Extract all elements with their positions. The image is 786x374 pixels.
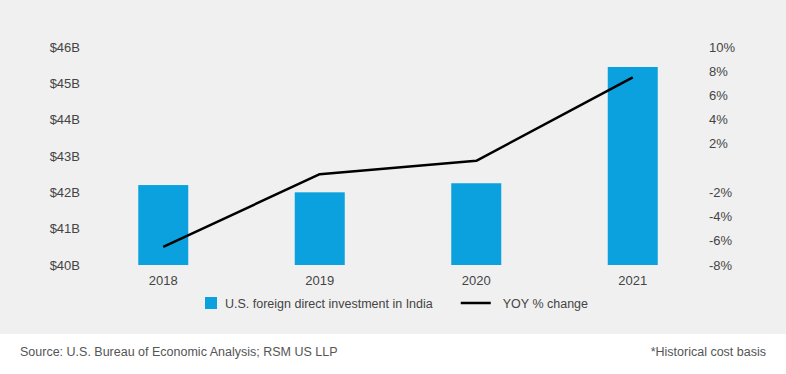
y-tick-label: $42B xyxy=(50,185,80,200)
x-tick-label: 2018 xyxy=(149,273,178,288)
y2-tick-label: -8% xyxy=(709,258,733,273)
line xyxy=(163,77,633,247)
y-tick-label: $40B xyxy=(50,258,80,273)
legend-label: U.S. foreign direct investment in India xyxy=(225,297,433,311)
x-tick-label: 2020 xyxy=(462,273,491,288)
plot-area xyxy=(138,67,658,265)
y2-tick-label: -6% xyxy=(709,233,733,248)
x-tick-label: 2019 xyxy=(305,273,334,288)
legend-swatch xyxy=(461,302,491,305)
y-tick-label: $45B xyxy=(50,76,80,91)
legend-label: YOY % change xyxy=(503,297,588,311)
legend-swatch xyxy=(205,297,217,309)
legend: U.S. foreign direct investment in India Y… xyxy=(205,297,588,311)
y-tick-label: $44B xyxy=(50,112,80,127)
y-tick-label: $41B xyxy=(50,221,80,236)
bar xyxy=(295,192,345,265)
x-tick-label: 2021 xyxy=(618,273,647,288)
y2-tick-label: 4% xyxy=(709,112,728,127)
bar xyxy=(451,183,501,265)
bar xyxy=(138,185,188,265)
y-tick-label: $43B xyxy=(50,149,80,164)
y2-tick-label: 2% xyxy=(709,136,728,151)
y2-tick-label: 10% xyxy=(709,40,735,55)
note: *Historical cost basis xyxy=(651,345,766,359)
y-tick-label: $46B xyxy=(50,40,80,55)
y2-tick-label: -2% xyxy=(709,185,733,200)
y2-tick-label: 6% xyxy=(709,88,728,103)
bar xyxy=(608,67,658,265)
y2-tick-label: 8% xyxy=(709,64,728,79)
chart-background xyxy=(0,0,786,334)
chart: $40B $41B $42B $43B $44B $45B $46B -8% -6% -4% -2%… xyxy=(0,0,786,374)
source: Source: U.S. Bureau of Economic Analysis… xyxy=(20,345,338,359)
y2-tick-label: -4% xyxy=(709,209,733,224)
